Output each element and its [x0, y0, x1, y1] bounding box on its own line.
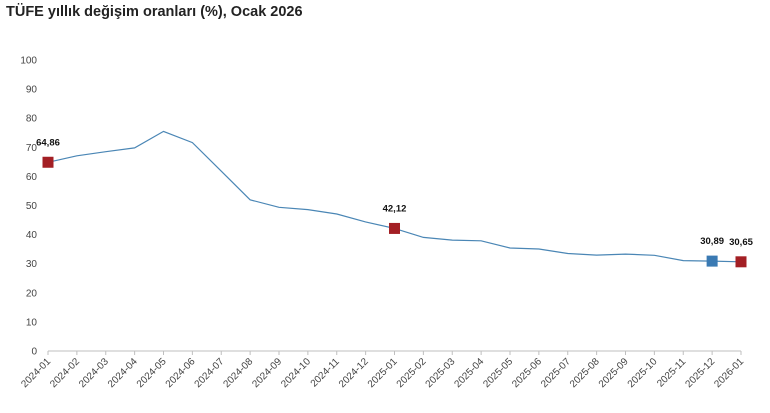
x-axis: 2024-012024-022024-032024-042024-052024-…: [19, 350, 746, 390]
x-tick-label: 2025-08: [568, 356, 602, 390]
x-tick-label: 2024-11: [309, 356, 343, 390]
x-tick-label: 2025-01: [366, 356, 400, 390]
x-tick-label: 2024-12: [337, 356, 371, 390]
x-tick-label: 2024-07: [193, 356, 227, 390]
data-label: 30,89: [700, 236, 724, 247]
x-tick-label: 2024-05: [135, 356, 169, 390]
x-tick-label: 2024-10: [279, 356, 313, 390]
y-tick-label: 20: [26, 288, 38, 299]
y-tick-label: 10: [26, 317, 38, 328]
y-tick-label: 40: [26, 230, 38, 241]
x-tick-label: 2025-02: [395, 356, 429, 390]
data-point-marker: [42, 156, 54, 168]
y-tick-label: 30: [26, 259, 38, 270]
x-tick-label: 2025-06: [510, 356, 544, 390]
x-tick-label: 2024-09: [250, 356, 284, 390]
y-tick-label: 50: [26, 201, 38, 212]
data-point-marker: [735, 256, 747, 268]
x-tick-label: 2024-04: [106, 356, 140, 390]
x-tick-label: 2025-12: [684, 356, 718, 390]
y-tick-label: 100: [20, 56, 37, 67]
series-group: [47, 130, 742, 263]
x-tick-label: 2025-05: [481, 356, 515, 390]
y-tick-label: 60: [26, 172, 38, 183]
x-tick-label: 2024-08: [222, 356, 256, 390]
x-tick-label: 2024-03: [77, 356, 111, 390]
x-tick-label: 2024-06: [164, 356, 198, 390]
data-point-marker: [706, 255, 718, 267]
y-tick-label: 80: [26, 114, 38, 125]
chart-title: TÜFE yıllık değişim oranları (%), Ocak 2…: [6, 4, 303, 20]
y-tick-label: 70: [26, 143, 38, 154]
x-tick-label: 2025-03: [424, 356, 458, 390]
x-tick-label: 2024-02: [48, 356, 82, 390]
data-label: 30,65: [729, 237, 753, 248]
x-tick-label: 2024-01: [19, 356, 53, 390]
x-tick-label: 2026-01: [712, 356, 746, 390]
y-axis: 0 10 20 30 40 50 60 70 80 90 100: [20, 56, 37, 358]
x-tick-label: 2025-10: [626, 356, 660, 390]
x-tick-label: 2025-04: [453, 356, 487, 390]
markers-group: [42, 156, 747, 268]
data-label: 64,86: [36, 137, 60, 148]
data-label: 42,12: [383, 203, 407, 214]
x-tick-label: 2025-07: [539, 356, 573, 390]
series-line: [47, 130, 742, 263]
data-labels-group: 64,86 42,12 30,89 30,65: [36, 137, 753, 248]
x-tick-label: 2025-11: [655, 356, 689, 390]
y-tick-label: 90: [26, 85, 38, 96]
data-point-marker: [389, 222, 400, 234]
y-tick-label: 0: [31, 347, 37, 358]
x-tick-label: 2025-09: [597, 356, 631, 390]
